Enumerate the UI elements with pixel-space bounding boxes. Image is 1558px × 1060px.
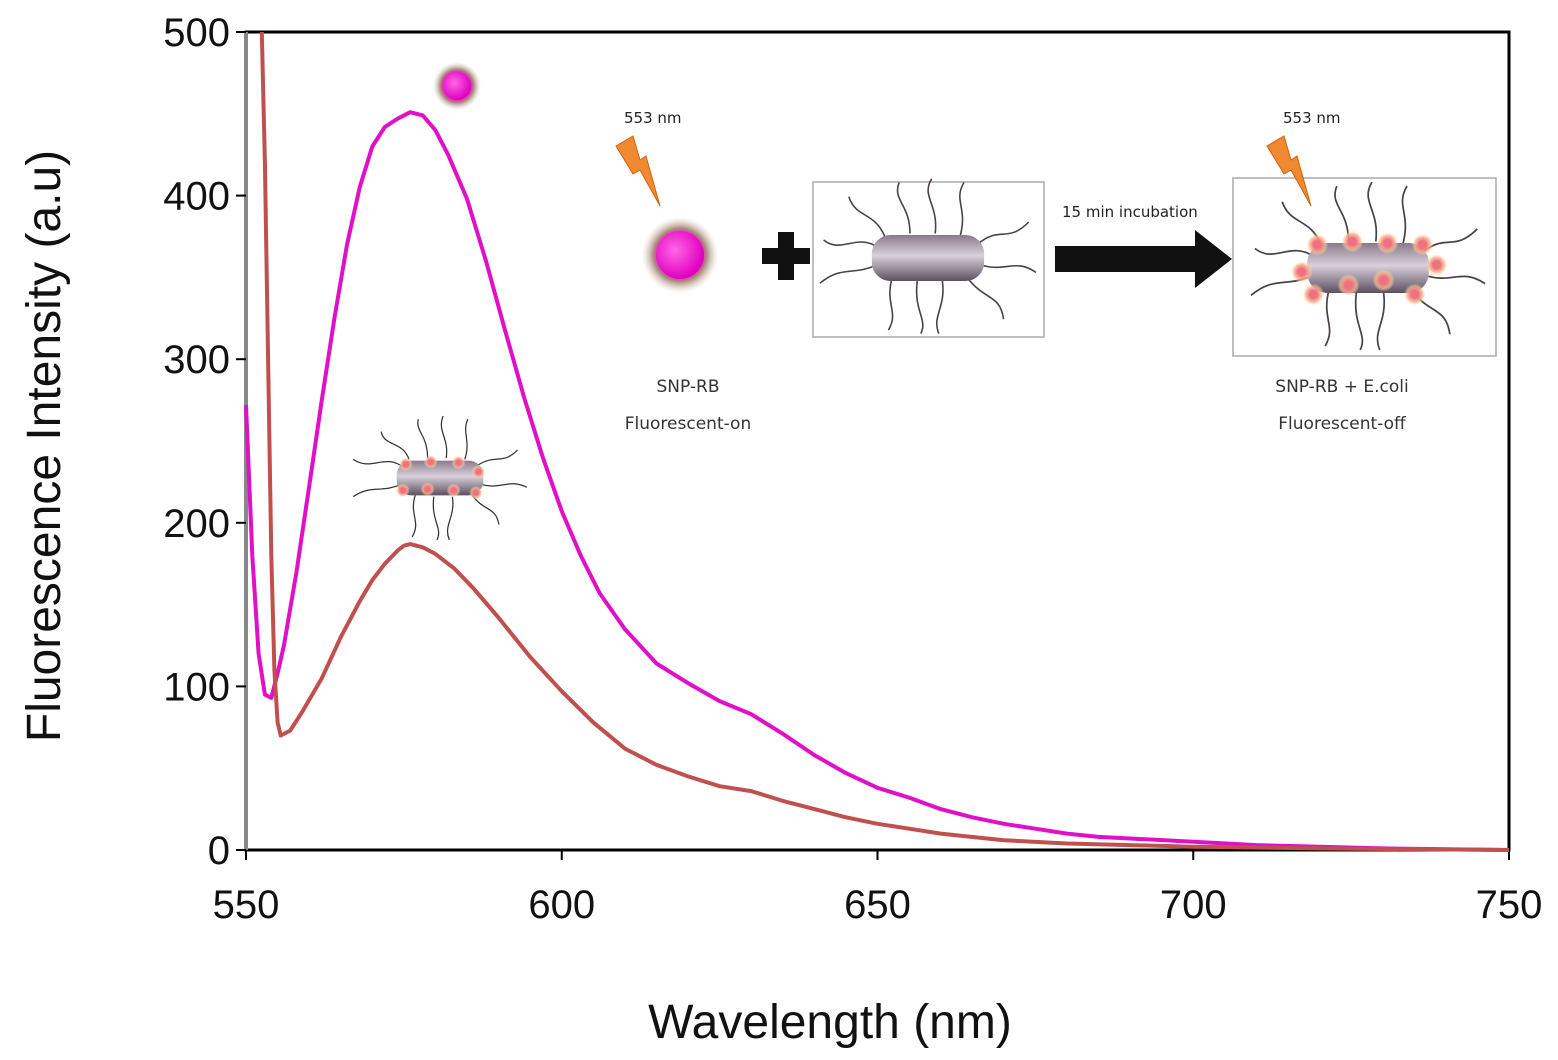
y-tick-labels: 0 100 200 300 400 500 [163, 11, 230, 873]
plot-frame [244, 30, 1511, 852]
lightning-icon-right [1266, 135, 1312, 207]
y-tick-label: 0 [208, 829, 230, 873]
caption-left-line1: SNP-RB [657, 377, 720, 397]
x-tick-label: 750 [1476, 883, 1543, 927]
y-axis-title: Fluorescence Intensity (a.u) [18, 150, 71, 742]
snp-rb-series-line [244, 110, 1510, 852]
bacterium-panel [812, 178, 1045, 338]
caption-left-line2: Fluorescent-on [625, 414, 751, 434]
snp-rb-particle-large-icon [642, 217, 718, 293]
quenched-bacterium-icon [352, 415, 528, 541]
lightning-icon-left [615, 135, 661, 207]
incubation-label: 15 min incubation [1062, 203, 1198, 221]
right-arrow-icon [1055, 230, 1232, 288]
series-layer [244, 31, 1510, 852]
caption-right-line1: SNP-RB + E.coli [1275, 377, 1408, 397]
y-tick-label: 400 [163, 175, 230, 219]
x-tick-label: 650 [844, 883, 911, 927]
y-tick-label: 300 [163, 338, 230, 382]
axis-ticks [236, 31, 1510, 860]
y-tick-label: 200 [163, 502, 230, 546]
x-tick-label: 550 [213, 883, 280, 927]
caption-right-line2: Fluorescent-off [1278, 414, 1407, 434]
excitation-label-right: 553 nm [1283, 109, 1341, 127]
snp-rb-ecoli-series-line [259, 31, 1510, 852]
y-tick-label: 500 [163, 11, 230, 55]
x-tick-labels: 550 600 650 700 750 [213, 883, 1543, 927]
quenched-complex-panel [1232, 135, 1497, 357]
excitation-label-left: 553 nm [624, 109, 682, 127]
x-tick-label: 700 [1160, 883, 1227, 927]
x-axis-title: Wavelength (nm) [648, 996, 1012, 1049]
y-tick-label: 100 [163, 665, 230, 709]
x-tick-label: 600 [528, 883, 595, 927]
snp-rb-particle-icon [433, 62, 481, 110]
plus-icon [762, 232, 810, 280]
